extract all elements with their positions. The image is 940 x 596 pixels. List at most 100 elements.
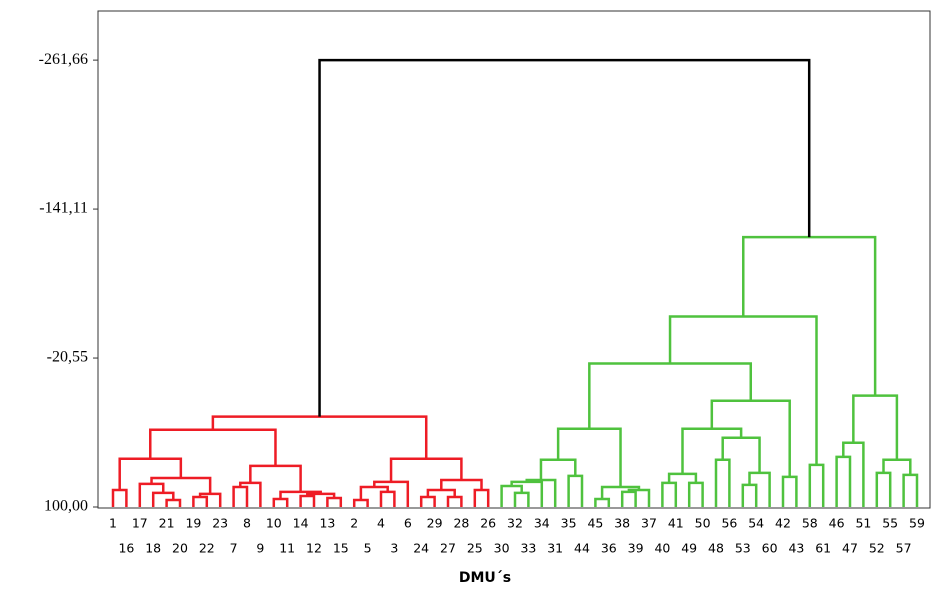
x-tick-label: 41 bbox=[668, 516, 684, 531]
y-tick-label: 100,00 bbox=[44, 498, 88, 515]
x-tick-label: 17 bbox=[132, 516, 148, 531]
x-tick-label: 32 bbox=[507, 516, 523, 531]
link bbox=[668, 315, 818, 465]
x-tick-label: 52 bbox=[869, 541, 885, 556]
link bbox=[556, 427, 622, 487]
x-tick-label: 10 bbox=[266, 516, 282, 531]
link bbox=[111, 488, 128, 507]
link bbox=[661, 481, 678, 507]
x-tick-label: 12 bbox=[306, 541, 322, 556]
plot-frame bbox=[97, 10, 931, 509]
x-tick-label: 49 bbox=[681, 541, 697, 556]
x-tick-label: 21 bbox=[159, 516, 175, 531]
link bbox=[875, 471, 892, 507]
link bbox=[352, 498, 369, 507]
x-tick-label: 4 bbox=[377, 516, 385, 531]
link bbox=[373, 480, 410, 507]
x-tick-label: 38 bbox=[614, 516, 630, 531]
x-tick-label: 22 bbox=[199, 541, 215, 556]
link bbox=[835, 455, 852, 507]
y-tick-label: -141,11 bbox=[39, 200, 88, 217]
link bbox=[513, 491, 530, 507]
x-tick-label: 25 bbox=[467, 541, 483, 556]
x-tick-label: 42 bbox=[775, 516, 791, 531]
link bbox=[446, 495, 463, 507]
x-axis-label: DMU´s bbox=[459, 570, 511, 586]
x-tick-label: 34 bbox=[534, 516, 550, 531]
x-tick-label: 50 bbox=[695, 516, 711, 531]
x-tick-label: 56 bbox=[721, 516, 737, 531]
link bbox=[808, 463, 825, 507]
link bbox=[138, 482, 165, 507]
link bbox=[852, 394, 899, 460]
link bbox=[379, 490, 396, 507]
x-tick-label: 48 bbox=[708, 541, 724, 556]
x-tick-label: 3 bbox=[390, 541, 398, 556]
x-tick-label: 61 bbox=[815, 541, 831, 556]
x-tick-label: 24 bbox=[413, 541, 429, 556]
x-tick-label: 11 bbox=[279, 541, 295, 556]
link bbox=[687, 481, 704, 507]
link bbox=[272, 497, 289, 507]
x-tick-label: 51 bbox=[855, 516, 871, 531]
link bbox=[588, 362, 753, 429]
link bbox=[902, 473, 919, 507]
link bbox=[781, 475, 798, 507]
x-tick-label: 28 bbox=[453, 516, 469, 531]
link bbox=[192, 495, 209, 507]
link bbox=[440, 478, 483, 490]
link bbox=[211, 415, 428, 459]
x-tick-label: 19 bbox=[185, 516, 201, 531]
link bbox=[249, 464, 302, 492]
link bbox=[842, 441, 865, 507]
x-tick-label: 37 bbox=[641, 516, 657, 531]
x-tick-label: 36 bbox=[601, 541, 617, 556]
link bbox=[594, 497, 611, 507]
x-tick-label: 13 bbox=[319, 516, 335, 531]
link bbox=[359, 485, 389, 500]
x-tick-label: 53 bbox=[735, 541, 751, 556]
link bbox=[741, 483, 758, 507]
link bbox=[500, 484, 523, 507]
link bbox=[165, 498, 182, 507]
link bbox=[239, 481, 262, 507]
x-tick-label: 18 bbox=[145, 541, 161, 556]
x-tick-label: 39 bbox=[628, 541, 644, 556]
x-tick-label: 9 bbox=[256, 541, 264, 556]
x-tick-label: 55 bbox=[882, 516, 898, 531]
x-tick-label: 59 bbox=[909, 516, 925, 531]
link bbox=[389, 457, 463, 482]
x-tick-label: 8 bbox=[243, 516, 251, 531]
x-tick-label: 44 bbox=[574, 541, 590, 556]
link bbox=[620, 490, 637, 507]
x-tick-label: 27 bbox=[440, 541, 456, 556]
link bbox=[714, 458, 731, 507]
x-tick-label: 5 bbox=[364, 541, 372, 556]
x-tick-label: 16 bbox=[118, 541, 134, 556]
y-tick-label: -20,55 bbox=[47, 349, 88, 366]
x-tick-label: 23 bbox=[212, 516, 228, 531]
x-tick-label: 45 bbox=[587, 516, 603, 531]
x-tick-label: 60 bbox=[762, 541, 778, 556]
x-tick-label: 29 bbox=[427, 516, 443, 531]
link bbox=[742, 235, 877, 396]
x-tick-label: 47 bbox=[842, 541, 858, 556]
link bbox=[721, 436, 761, 473]
x-tick-label: 26 bbox=[480, 516, 496, 531]
x-tick-label: 30 bbox=[494, 541, 510, 556]
link bbox=[600, 485, 641, 499]
x-tick-label: 33 bbox=[520, 541, 536, 556]
y-tick-label: -261,66 bbox=[39, 51, 88, 68]
x-tick-label: 40 bbox=[654, 541, 670, 556]
link bbox=[151, 491, 175, 507]
link bbox=[150, 476, 212, 494]
x-tick-label: 54 bbox=[748, 516, 764, 531]
x-tick-label: 7 bbox=[230, 541, 238, 556]
x-tick-label: 15 bbox=[333, 541, 349, 556]
x-tick-label: 43 bbox=[788, 541, 804, 556]
x-tick-label: 31 bbox=[547, 541, 563, 556]
x-tick-label: 1 bbox=[109, 516, 117, 531]
x-tick-label: 14 bbox=[293, 516, 309, 531]
link bbox=[232, 485, 249, 507]
